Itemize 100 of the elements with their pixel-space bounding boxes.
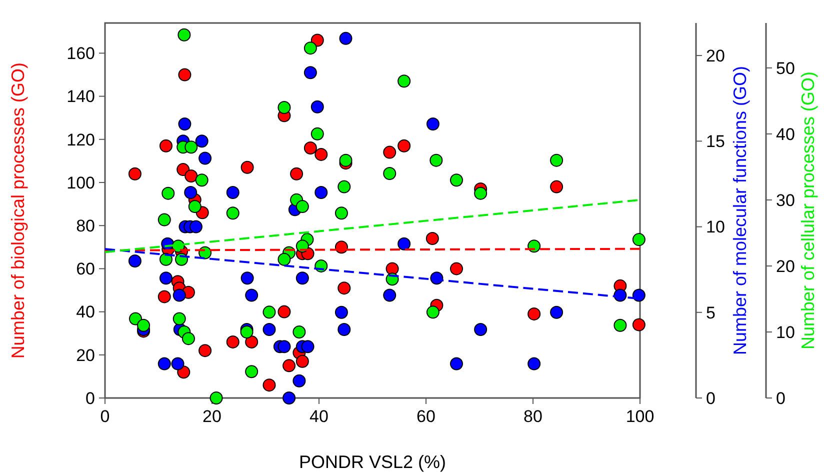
point <box>450 357 463 370</box>
point <box>176 163 190 176</box>
point <box>296 200 309 214</box>
point <box>632 288 646 302</box>
point <box>226 206 240 220</box>
point <box>314 186 328 200</box>
y-tick-label: 120 <box>66 130 95 150</box>
point <box>474 323 488 336</box>
y2-tick-label: 20 <box>706 46 725 66</box>
x-tick-label: 60 <box>416 407 436 426</box>
point <box>262 306 276 319</box>
point <box>301 340 314 354</box>
point <box>278 305 291 318</box>
point <box>334 240 348 254</box>
point <box>128 254 142 268</box>
point <box>198 152 212 165</box>
point <box>632 233 646 246</box>
y2-tick-label: 0 <box>706 388 716 408</box>
point <box>398 237 411 250</box>
point <box>334 306 348 319</box>
point <box>386 262 399 276</box>
point <box>195 134 208 148</box>
y-tick-label: 160 <box>66 44 95 64</box>
point <box>398 139 411 152</box>
point <box>262 323 276 336</box>
point <box>314 148 328 161</box>
y-tick-label: 100 <box>66 173 95 192</box>
point <box>310 100 324 114</box>
point <box>528 357 541 370</box>
point <box>338 180 351 194</box>
point <box>262 378 276 392</box>
point <box>158 213 171 226</box>
point <box>282 359 296 372</box>
point <box>226 335 240 348</box>
point <box>198 344 212 358</box>
point <box>550 180 564 194</box>
point <box>474 186 488 200</box>
point <box>162 186 175 200</box>
point <box>245 335 258 348</box>
point <box>426 306 440 319</box>
point <box>245 365 258 378</box>
point <box>159 139 172 152</box>
point <box>158 357 171 370</box>
point <box>171 357 184 370</box>
point <box>304 42 317 55</box>
point <box>338 282 351 295</box>
x-axis-title: PONDR VSL2 (%) <box>298 452 446 472</box>
y3-tick-label: 40 <box>776 124 795 144</box>
point <box>137 318 150 332</box>
point <box>614 318 627 332</box>
x-tick-label: 100 <box>626 407 654 426</box>
y2-tick-label: 10 <box>706 218 725 237</box>
y2-tick-label: 5 <box>706 303 716 322</box>
x-tick-label: 20 <box>202 407 222 426</box>
point <box>178 118 192 131</box>
point <box>550 154 564 167</box>
point <box>178 68 192 82</box>
point <box>383 167 396 180</box>
point <box>128 312 142 326</box>
point <box>278 101 291 114</box>
point <box>528 307 541 320</box>
y-tick-label: 20 <box>76 346 95 365</box>
point <box>310 34 324 47</box>
point <box>159 272 172 285</box>
y3-axis-title: Number of cellular processes (GO) <box>798 71 818 350</box>
y2-tick-label: 15 <box>706 132 725 152</box>
y2-axis-title: Number of molecular functions (GO) <box>730 66 750 356</box>
point <box>304 142 317 154</box>
point <box>195 174 208 187</box>
point <box>426 232 439 246</box>
point <box>172 312 186 326</box>
y-axis-title: Number of biological processes (GO) <box>8 62 28 359</box>
point <box>304 66 317 80</box>
y3-tick-label: 20 <box>776 256 795 276</box>
y3-tick-label: 10 <box>776 322 795 342</box>
point <box>450 174 463 187</box>
point <box>278 252 291 266</box>
point <box>240 160 254 174</box>
y-tick-label: 40 <box>76 302 95 322</box>
point <box>282 392 296 404</box>
point <box>240 272 254 285</box>
y-tick-label: 0 <box>86 388 95 408</box>
y3-tick-label: 50 <box>776 58 795 78</box>
point <box>338 323 351 336</box>
point <box>383 288 396 302</box>
y3-tick-label: 30 <box>776 190 795 210</box>
point <box>296 272 309 285</box>
point <box>339 32 352 45</box>
point <box>188 200 202 214</box>
y-tick-label: 80 <box>76 216 95 236</box>
point <box>310 127 324 140</box>
x-tick-label: 40 <box>310 407 328 426</box>
point <box>184 170 198 183</box>
point <box>184 186 198 200</box>
point <box>426 118 440 131</box>
point <box>290 167 304 180</box>
y-tick-label: 140 <box>66 87 95 106</box>
point <box>178 28 191 42</box>
point <box>226 186 240 200</box>
point <box>189 220 202 234</box>
